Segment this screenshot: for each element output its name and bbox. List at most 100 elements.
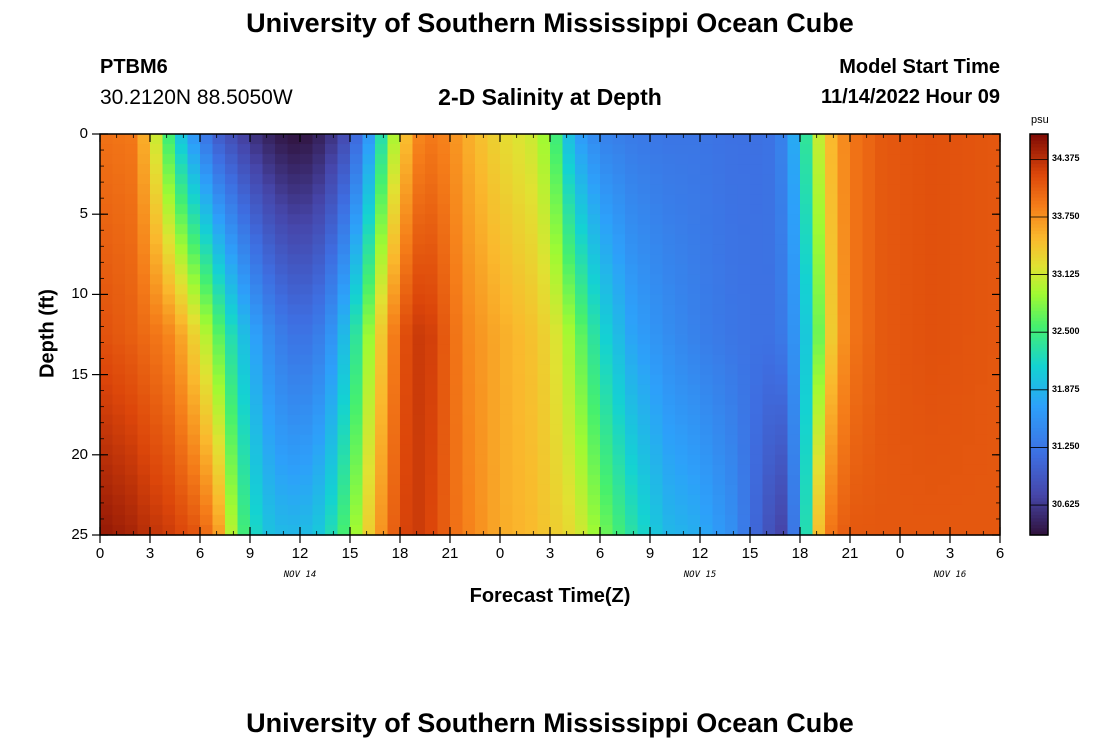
heatmap-cell [225, 514, 239, 526]
heatmap-cell [762, 234, 776, 245]
heatmap-cell [212, 484, 226, 496]
heatmap-cell [375, 324, 389, 336]
colorbar-segment [1030, 234, 1048, 239]
heatmap-cell [162, 444, 176, 456]
heatmap-cell [400, 524, 414, 536]
heatmap-cell [650, 204, 664, 215]
heatmap-cell [512, 464, 526, 476]
heatmap-cell [575, 324, 589, 336]
heatmap-cell [137, 464, 151, 476]
heatmap-cell [275, 284, 289, 296]
heatmap-cell [775, 154, 789, 165]
heatmap-cell [962, 404, 976, 416]
heatmap-cell [887, 294, 901, 306]
heatmap-cell [575, 474, 589, 486]
heatmap-cell [712, 284, 726, 296]
heatmap-cell [537, 294, 551, 306]
heatmap-cell [562, 344, 576, 356]
heatmap-cell [912, 384, 926, 396]
heatmap-cell [837, 304, 851, 316]
heatmap-cell [512, 484, 526, 496]
heatmap-cell [612, 384, 626, 396]
heatmap-cell [262, 234, 276, 245]
heatmap-cell [975, 424, 989, 436]
heatmap-cell [275, 314, 289, 326]
heatmap-cell [275, 244, 289, 255]
colorbar-tick-label: 31.875 [1052, 383, 1080, 394]
heatmap-cell [875, 524, 889, 536]
chart-title: University of Southern Mississippi Ocean… [246, 8, 854, 38]
heatmap-cell [112, 294, 126, 306]
heatmap-cell [450, 324, 464, 336]
heatmap-cell [975, 324, 989, 336]
footer-title: University of Southern Mississippi Ocean… [246, 708, 854, 738]
heatmap-cell [550, 334, 564, 346]
heatmap-cell [412, 414, 426, 426]
heatmap-cell [700, 454, 714, 466]
heatmap-cell [775, 454, 789, 466]
heatmap-cell [387, 294, 401, 306]
heatmap-cell [662, 264, 676, 275]
heatmap-cell [812, 434, 826, 446]
heatmap-cell [800, 274, 814, 285]
heatmap-cell [537, 444, 551, 456]
heatmap-cell [737, 294, 751, 306]
heatmap-cell [800, 464, 814, 476]
heatmap-cell [287, 204, 301, 215]
heatmap-cell [612, 194, 626, 205]
heatmap-cell [437, 474, 451, 486]
heatmap-cell [900, 424, 914, 436]
heatmap-cell [362, 214, 376, 225]
heatmap-cell [887, 334, 901, 346]
heatmap-cell [912, 194, 926, 205]
colorbar-segment [1030, 227, 1048, 232]
heatmap-cell [800, 184, 814, 195]
heatmap-cell [212, 284, 226, 296]
heatmap-cell [537, 464, 551, 476]
heatmap-cell [950, 474, 964, 486]
heatmap-cell [237, 514, 251, 526]
heatmap-cell [212, 424, 226, 436]
heatmap-cell [562, 374, 576, 386]
heatmap-cell [162, 154, 176, 165]
heatmap-cell [987, 384, 1001, 396]
heatmap-cell [687, 514, 701, 526]
heatmap-cell [275, 514, 289, 526]
heatmap-cell [762, 434, 776, 446]
heatmap-cell [550, 174, 564, 185]
heatmap-cell [537, 494, 551, 506]
heatmap-cell [250, 524, 264, 536]
heatmap-cell [650, 174, 664, 185]
heatmap-cell [675, 204, 689, 215]
heatmap-cell [450, 274, 464, 285]
colorbar-segment [1030, 424, 1048, 429]
heatmap-cell [562, 494, 576, 506]
colorbar-segment [1030, 247, 1048, 252]
heatmap-cell [812, 464, 826, 476]
colorbar-segment [1030, 254, 1048, 259]
heatmap-cell [875, 294, 889, 306]
heatmap-cell [662, 404, 676, 416]
heatmap-cell [712, 434, 726, 446]
heatmap-cell [887, 144, 901, 155]
heatmap-cell [587, 174, 601, 185]
heatmap-cell [125, 194, 139, 205]
heatmap-cell [150, 454, 164, 466]
heatmap-cell [725, 194, 739, 205]
heatmap-cell [150, 334, 164, 346]
heatmap-cell [775, 504, 789, 516]
heatmap-cell [737, 384, 751, 396]
heatmap-cell [625, 284, 639, 296]
heatmap-cell [512, 324, 526, 336]
heatmap-cell [412, 504, 426, 516]
heatmap-cell [787, 154, 801, 165]
heatmap-cell [937, 464, 951, 476]
heatmap-cell [900, 294, 914, 306]
heatmap-cell [575, 204, 589, 215]
heatmap-cell [337, 474, 351, 486]
heatmap-cell [175, 394, 189, 406]
heatmap-cell [312, 464, 326, 476]
heatmap-cell [212, 254, 226, 265]
heatmap-cell [437, 184, 451, 195]
heatmap-cell [562, 264, 576, 275]
